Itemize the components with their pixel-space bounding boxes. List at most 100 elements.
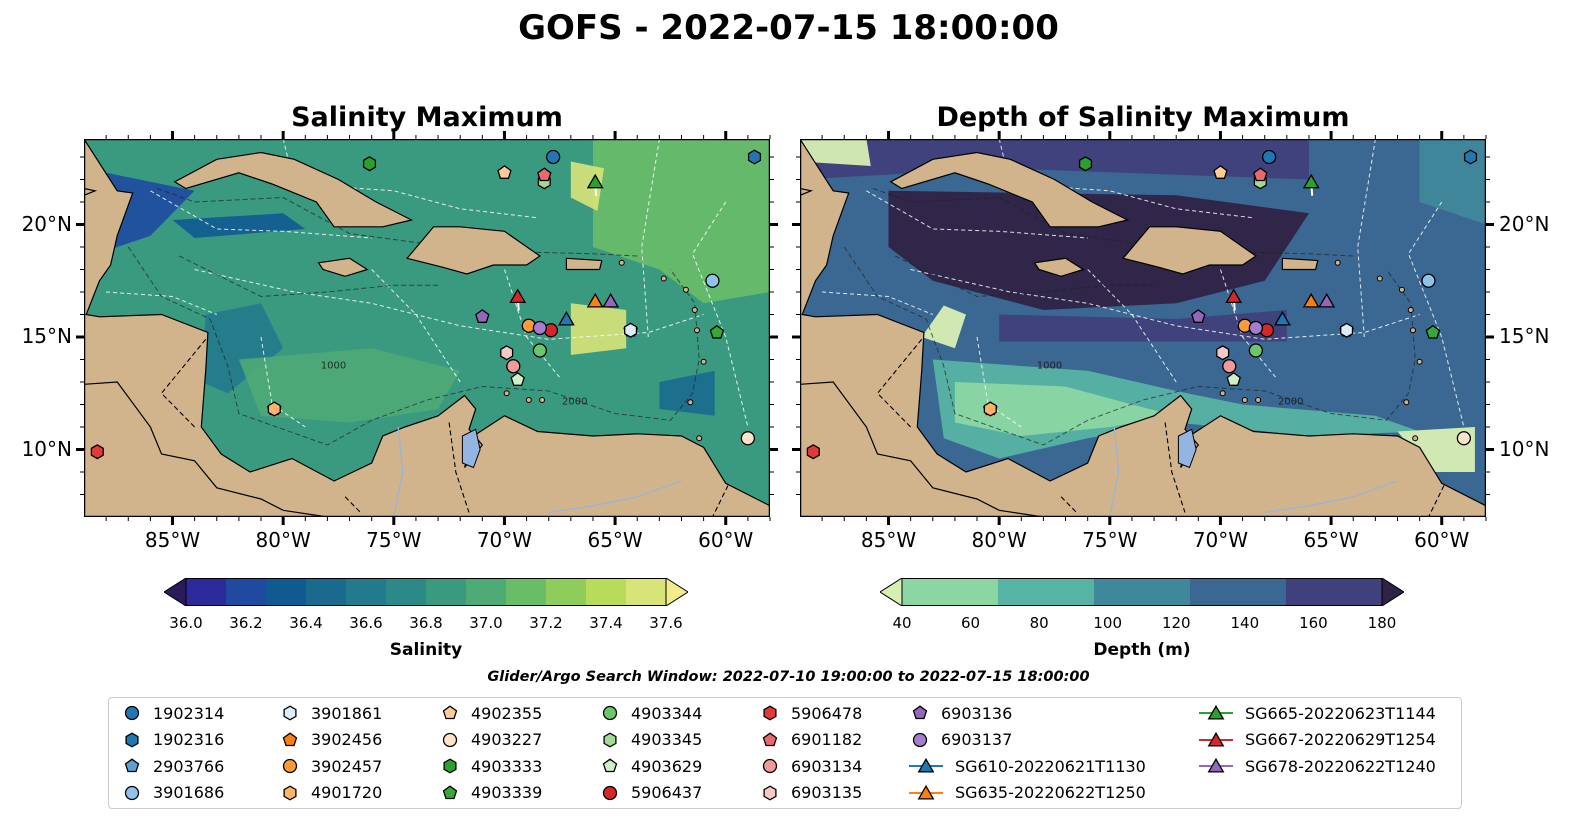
legend-marker-icon — [283, 784, 297, 801]
legend-label: 5906478 — [791, 703, 863, 723]
marker-SG667-20220629T1254[interactable] — [1225, 288, 1243, 304]
marker-1902316[interactable] — [1463, 149, 1478, 165]
legend-label: 6903137 — [941, 730, 1013, 749]
lon-tick-label: 75°W — [1082, 528, 1138, 552]
colorbar-tick-label: 37.2 — [529, 614, 563, 632]
marker-SG667-20220629T1254[interactable] — [509, 288, 527, 304]
marker-6901182[interactable] — [1253, 167, 1268, 182]
legend-marker-icon — [763, 784, 777, 801]
lon-tick-label: 65°W — [587, 528, 643, 552]
legend-marker-icon — [125, 731, 139, 748]
legend-marker-icon — [763, 705, 777, 721]
legend-label: 3902457 — [311, 756, 383, 776]
marker-SG610-20220621T1130[interactable] — [1273, 310, 1291, 326]
legend-marker-icon — [909, 757, 943, 773]
legend-label: 4901720 — [311, 783, 383, 802]
marker-5906478[interactable] — [90, 444, 104, 460]
land-jamaica — [1033, 257, 1085, 277]
legend-label: 4903344 — [631, 703, 703, 723]
legend-item: 2903766 — [121, 754, 224, 778]
marker-4903339[interactable] — [709, 324, 725, 339]
marker-1902316[interactable] — [747, 149, 762, 165]
marker-4902355[interactable] — [1213, 165, 1228, 179]
marker-4903333[interactable] — [1078, 156, 1093, 172]
salinity-max-map[interactable]: 1000 2000 — [84, 139, 770, 517]
legend-marker-icon — [1199, 757, 1233, 773]
figure-title: GOFS - 2022-07-15 18:00:00 — [518, 8, 1059, 48]
marker-6901182[interactable] — [537, 167, 552, 182]
legend-label: 4903227 — [471, 730, 543, 749]
marker-4901720[interactable] — [983, 401, 997, 417]
marker-4903339[interactable] — [1425, 324, 1441, 339]
legend-item: 6903136 — [909, 701, 1012, 725]
marker-6903136[interactable] — [475, 309, 490, 323]
marker-4903629[interactable] — [510, 372, 525, 386]
legend-item: 4903227 — [439, 728, 542, 752]
marker-1902314[interactable] — [1261, 149, 1277, 165]
marker-1902314[interactable] — [545, 149, 561, 165]
marker-4903227[interactable] — [740, 431, 756, 446]
marker-6903134[interactable] — [1222, 359, 1237, 374]
marker-6903137[interactable] — [1248, 320, 1264, 336]
colorbar-tick-label: 37.6 — [649, 614, 683, 632]
legend-item: 6903137 — [909, 728, 1012, 752]
salinity-colorbar — [163, 577, 689, 607]
legend-item: 4903344 — [599, 701, 702, 725]
legend-label: 2903766 — [153, 756, 225, 776]
legend-item: SG667-20220629T1254 — [1197, 728, 1436, 752]
marker-4902355[interactable] — [497, 165, 512, 179]
colorbar-tick-label: 37.0 — [469, 614, 503, 632]
depth-colorbar — [879, 577, 1405, 607]
legend-label: SG610-20220621T1130 — [955, 756, 1146, 776]
tick-marks — [792, 131, 1494, 525]
contour-label: 2000 — [1278, 397, 1303, 408]
marker-4903227[interactable] — [1456, 431, 1472, 446]
marker-SG635-20220622T1250[interactable] — [1302, 292, 1320, 308]
land-puertorico — [565, 257, 603, 271]
marker-SG610-20220621T1130[interactable] — [557, 310, 575, 326]
marker-4903333[interactable] — [362, 156, 377, 172]
marker-4903344[interactable] — [1248, 343, 1264, 358]
marker-6903137[interactable] — [532, 320, 548, 336]
land-cuba — [889, 151, 1130, 228]
legend-label: 5906437 — [631, 783, 703, 802]
legend-marker-icon — [912, 732, 928, 747]
marker-4903629[interactable] — [1226, 372, 1241, 386]
marker-3901861[interactable] — [624, 322, 638, 338]
marker-SG635-20220622T1250[interactable] — [586, 292, 604, 308]
marker-SG678-20220622T1240[interactable] — [1318, 292, 1336, 308]
legend-marker-icon — [762, 731, 778, 746]
marker-SG665-20220623T1144[interactable] — [1302, 173, 1320, 189]
marker-3901861[interactable] — [1340, 322, 1354, 338]
depth-salinity-max-map[interactable]: 1000 2000 — [800, 139, 1486, 517]
marker-4903344[interactable] — [532, 343, 548, 358]
legend-item: 5906437 — [599, 781, 702, 805]
colorbar-tick-label: 80 — [1029, 614, 1049, 632]
legend-marker-icon — [603, 731, 617, 748]
marker-3901686[interactable] — [705, 273, 720, 288]
colorbar-tick-label: 160 — [1299, 614, 1328, 632]
lon-tick-label: 70°W — [1192, 528, 1249, 552]
marker-3901686[interactable] — [1421, 273, 1436, 288]
marker-4901720[interactable] — [267, 401, 281, 417]
marker-6903135[interactable] — [500, 345, 514, 361]
marker-SG678-20220622T1240[interactable] — [602, 292, 620, 308]
legend-marker-icon — [1199, 731, 1233, 747]
legend-item: SG678-20220622T1240 — [1197, 754, 1436, 778]
marker-SG665-20220623T1144[interactable] — [586, 173, 604, 189]
legend-label: SG635-20220622T1250 — [955, 783, 1146, 802]
marker-5906478[interactable] — [806, 444, 820, 460]
lon-tick-label: 75°W — [366, 528, 422, 552]
land-centralAm — [800, 139, 1486, 517]
legend-label: 6903135 — [791, 783, 863, 802]
legend-item: 4901720 — [279, 781, 382, 805]
marker-6903135[interactable] — [1216, 345, 1230, 361]
lon-tick-label: 60°W — [698, 528, 754, 552]
legend-label: 1902316 — [153, 730, 225, 749]
panel-title-depth-salinity-max: Depth of Salinity Maximum — [936, 102, 1350, 133]
legend-item: 3902457 — [279, 754, 382, 778]
marker-6903136[interactable] — [1191, 309, 1206, 323]
marker-6903134[interactable] — [506, 359, 521, 374]
legend-marker-icon — [124, 785, 140, 800]
legend-item: 5906478 — [759, 701, 862, 725]
